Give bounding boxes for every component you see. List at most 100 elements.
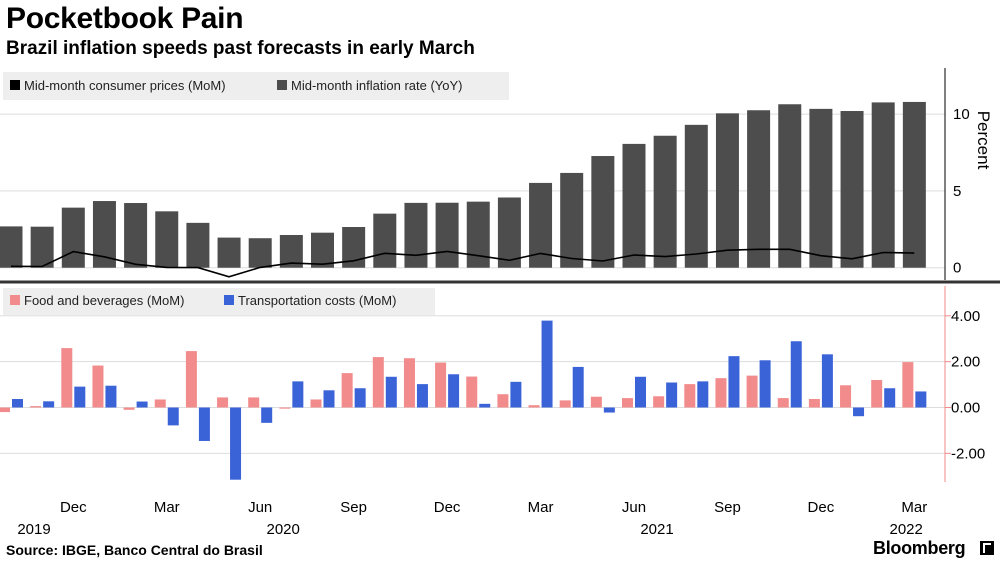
yoy-bar — [747, 110, 771, 268]
food-bar — [372, 357, 384, 408]
transport-bar — [292, 381, 304, 408]
yoy-bar — [684, 124, 708, 268]
legend-label-transport: Transportation costs (MoM) — [238, 293, 396, 308]
mom-line — [10, 248, 915, 278]
transport-bar — [603, 407, 615, 413]
food-bar — [30, 406, 42, 408]
food-bar — [684, 384, 696, 408]
transport-bar — [572, 366, 584, 408]
x-tick-label: Dec — [60, 499, 87, 516]
top-legend-box — [3, 72, 509, 100]
yoy-bar — [653, 135, 677, 268]
yoy-bar — [715, 113, 739, 268]
transport-bar — [230, 407, 242, 480]
transport-bar — [853, 407, 865, 417]
food-bar — [622, 398, 633, 408]
food-bar — [777, 398, 789, 408]
food-bar — [715, 378, 727, 408]
yoy-bar — [311, 232, 334, 268]
food-bar — [403, 358, 415, 408]
transport-bar — [759, 360, 771, 408]
top-y-axis-label: Percent — [974, 111, 993, 170]
yoy-bar — [840, 111, 864, 268]
food-bar — [123, 407, 135, 410]
bottom-y-tick-label: -2.00 — [951, 445, 985, 462]
transport-bar — [43, 401, 55, 408]
yoy-bar — [435, 202, 459, 268]
transport-bar — [479, 403, 491, 408]
legend-swatch-food — [10, 295, 20, 305]
x-year-label: 2022 — [890, 521, 923, 538]
transport-bar — [915, 391, 927, 408]
legend-label-food: Food and beverages (MoM) — [24, 293, 184, 308]
x-tick-label: Mar — [528, 499, 554, 516]
x-tick-label: Jun — [622, 499, 646, 516]
yoy-bar — [529, 182, 553, 268]
yoy-bar — [902, 101, 926, 268]
transport-bar — [74, 386, 86, 408]
bottom-y-tick-label: 4.00 — [951, 308, 980, 325]
food-bar — [590, 396, 602, 408]
transport-bar — [136, 401, 148, 408]
transport-bar — [167, 407, 179, 426]
food-bar — [653, 396, 665, 408]
food-bar — [435, 362, 447, 408]
x-year-label: 2020 — [267, 521, 300, 538]
food-bar — [528, 405, 540, 408]
x-tick-label: Sep — [340, 499, 367, 516]
transport-bar — [105, 385, 117, 408]
brand-logo: Bloomberg — [873, 538, 966, 558]
yoy-bar — [30, 226, 54, 268]
yoy-bar — [778, 104, 802, 268]
food-bar — [248, 397, 260, 408]
chart-title: Pocketbook Pain — [6, 2, 244, 35]
bottom-legend-box — [3, 288, 435, 315]
x-year-label: 2019 — [17, 521, 50, 538]
food-bar — [902, 362, 914, 408]
yoy-bar — [560, 172, 584, 268]
x-tick-label: Mar — [154, 499, 180, 516]
legend-swatch-transport — [224, 295, 234, 305]
transport-bar — [635, 376, 646, 408]
yoy-bar — [124, 203, 148, 268]
food-bar — [746, 375, 758, 408]
food-bar — [61, 348, 73, 408]
legend-label-yoy: Mid-month inflation rate (YoY) — [291, 78, 463, 93]
yoy-bar — [497, 197, 521, 268]
source-note: Source: IBGE, Banco Central do Brasil — [6, 542, 263, 558]
transport-bar — [198, 407, 210, 441]
x-tick-label: Sep — [714, 499, 741, 516]
yoy-bar — [404, 202, 428, 268]
x-tick-label: Mar — [901, 499, 927, 516]
food-bar — [341, 373, 353, 408]
yoy-bar — [186, 222, 210, 268]
transport-bar — [510, 381, 522, 408]
transport-bar — [697, 381, 709, 408]
yoy-bar — [248, 238, 272, 268]
bloomberg-corner-icon — [980, 541, 994, 555]
legend-swatch-yoy — [277, 80, 287, 90]
x-tick-label: Dec — [808, 499, 835, 516]
transport-bar — [12, 399, 23, 408]
legend-swatch-mom — [10, 80, 20, 90]
food-bar — [92, 365, 104, 408]
x-year-label: 2021 — [640, 521, 673, 538]
food-bar — [497, 394, 509, 408]
transport-bar — [323, 390, 335, 408]
yoy-bar — [809, 108, 833, 268]
transport-bar — [541, 320, 553, 408]
transport-bar — [884, 388, 896, 408]
chart-subtitle: Brazil inflation speeds past forecasts i… — [6, 38, 475, 59]
yoy-bar — [279, 234, 303, 268]
yoy-bar — [155, 211, 179, 268]
yoy-bar — [217, 237, 241, 268]
transport-bar — [728, 356, 740, 408]
food-bar — [154, 399, 166, 408]
transport-bar — [416, 384, 428, 408]
yoy-bar — [342, 227, 366, 268]
yoy-bar — [373, 213, 397, 268]
food-bar — [279, 407, 291, 409]
food-bar — [840, 385, 852, 408]
bottom-y-tick-label: 2.00 — [951, 354, 980, 371]
